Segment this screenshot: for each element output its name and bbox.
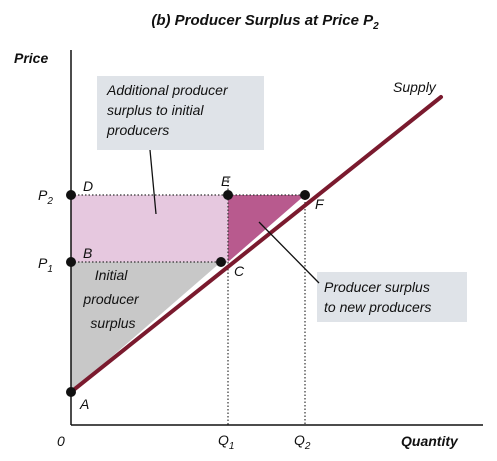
title-subscript: 2 — [372, 21, 379, 32]
label-c: C — [234, 263, 245, 279]
price-tick-p1: P1 — [38, 255, 53, 275]
y-axis-label: Price — [14, 50, 48, 66]
new-producer-surplus-region — [228, 195, 305, 262]
label-d: D — [83, 178, 93, 194]
point-a — [66, 387, 76, 397]
initial-surplus-label: Initial producer surplus — [82, 267, 142, 331]
point-f — [300, 190, 310, 200]
supply-curve — [69, 95, 443, 394]
additional-surplus-region — [71, 195, 228, 262]
supply-label: Supply — [393, 79, 437, 95]
point-c — [216, 257, 226, 267]
new-surplus-pointer — [258, 221, 320, 284]
additional-surplus-callout-text: Additional producer surplus to initial p… — [106, 82, 232, 138]
additional-surplus-pointer — [149, 149, 157, 215]
label-a: A — [79, 396, 89, 412]
label-e: E — [221, 173, 231, 189]
point-d — [66, 190, 76, 200]
guide-lines — [71, 178, 306, 425]
price-tick-p2: P2 — [38, 187, 53, 207]
initial-producer-surplus-region — [71, 262, 221, 392]
point-b — [66, 257, 76, 267]
quantity-tick-q2: Q2 — [294, 432, 311, 452]
quantity-tick-q1: Q1 — [218, 432, 234, 452]
x-axis-label: Quantity — [401, 433, 459, 449]
label-b: B — [83, 245, 92, 261]
additional-surplus-callout-box — [97, 76, 264, 150]
new-surplus-callout-box — [317, 272, 467, 322]
chart-title: (b) Producer Surplus at Price P2 — [151, 12, 379, 32]
new-surplus-callout-text: Producer surplus to new producers — [324, 279, 434, 315]
point-e — [223, 190, 233, 200]
origin-label: 0 — [57, 433, 65, 449]
points — [66, 190, 310, 397]
label-f: F — [315, 196, 325, 212]
